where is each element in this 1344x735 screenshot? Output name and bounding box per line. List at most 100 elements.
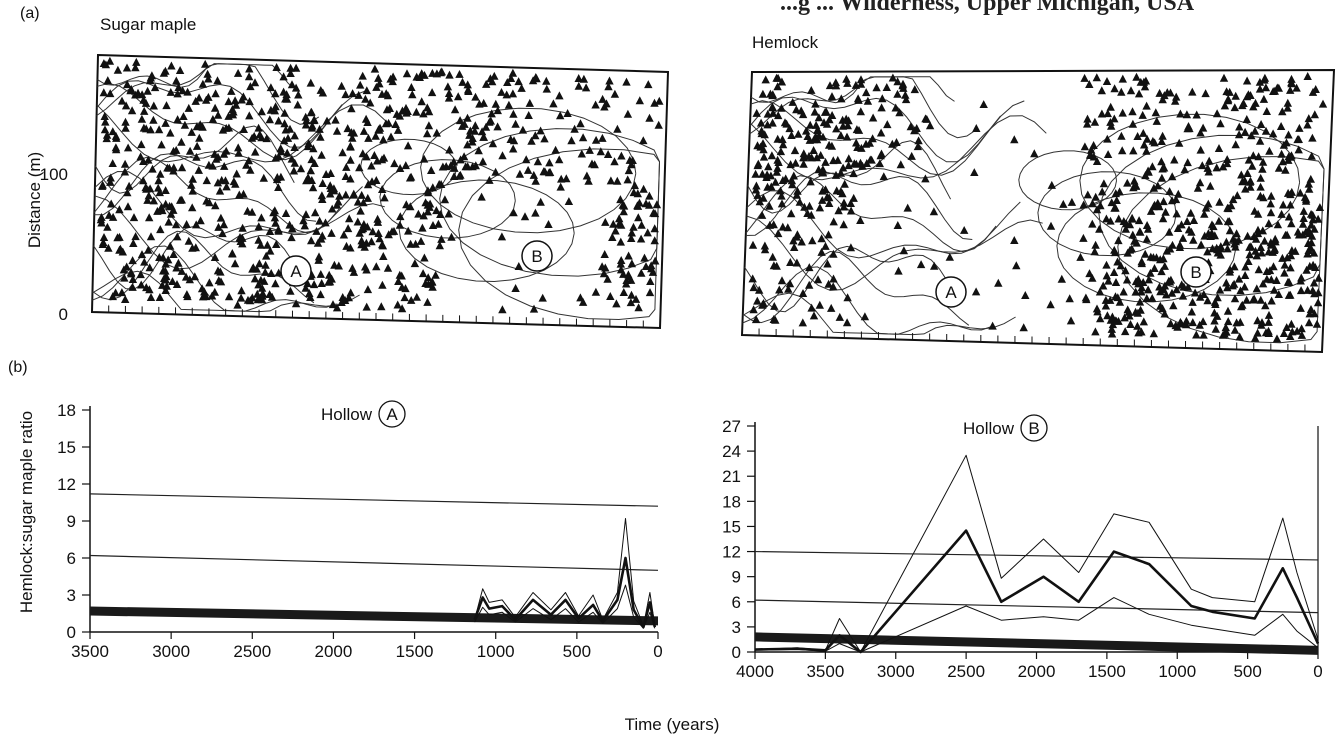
tree-marker	[233, 300, 242, 309]
tree-marker	[1223, 155, 1232, 163]
tree-marker	[322, 116, 332, 125]
tree-marker	[1258, 279, 1268, 288]
tree-marker	[1021, 291, 1030, 299]
tree-marker	[629, 222, 638, 231]
tree-marker	[1256, 120, 1266, 128]
tree-marker	[188, 174, 197, 183]
contour-line	[1098, 134, 1325, 297]
tree-marker	[1141, 171, 1150, 180]
tree-marker	[141, 98, 151, 107]
tree-marker	[121, 117, 130, 126]
tree-marker	[137, 280, 146, 289]
tree-marker	[137, 250, 147, 259]
tree-marker	[596, 147, 605, 156]
tree-marker	[455, 116, 465, 125]
tree-marker	[100, 112, 109, 120]
tree-marker	[395, 111, 404, 120]
tree-marker	[865, 138, 874, 147]
tree-marker	[774, 111, 783, 120]
tree-marker	[1057, 274, 1066, 283]
tree-marker	[458, 77, 467, 86]
tree-marker	[1285, 278, 1294, 286]
tree-marker	[817, 234, 826, 243]
tree-marker	[120, 167, 130, 176]
tree-marker	[856, 79, 866, 88]
hollow-b-series-main	[754, 529, 1320, 654]
tree-marker	[348, 89, 357, 98]
tree-marker	[988, 321, 997, 330]
tree-marker	[1198, 317, 1208, 326]
tree-marker	[1274, 290, 1283, 298]
tree-marker	[1251, 234, 1261, 243]
tree-marker	[267, 292, 277, 301]
tree-marker	[435, 241, 444, 250]
tree-marker	[1176, 317, 1185, 326]
tree-marker	[229, 177, 239, 186]
hollow-b-y-tick-label: 27	[722, 417, 741, 436]
tree-marker	[219, 220, 229, 229]
tree-marker	[567, 136, 576, 145]
tree-marker	[1255, 77, 1265, 86]
hemlock-ticks	[758, 328, 1306, 352]
tree-marker	[159, 68, 169, 77]
tree-marker	[1272, 276, 1281, 284]
tree-marker	[487, 109, 496, 118]
tree-marker	[867, 155, 876, 164]
tree-marker	[144, 191, 153, 200]
tree-marker	[803, 209, 812, 217]
tree-marker	[545, 158, 554, 167]
tree-marker	[1142, 234, 1151, 243]
tree-marker	[398, 106, 407, 115]
tree-marker	[493, 122, 502, 131]
hollow-b-y-tick-label: 3	[732, 618, 741, 637]
tree-marker	[754, 159, 763, 168]
tree-marker	[364, 133, 373, 142]
tree-marker	[402, 69, 412, 78]
tree-marker	[301, 112, 310, 121]
tree-marker	[1297, 330, 1307, 339]
tree-marker	[1247, 131, 1256, 140]
tree-marker	[1220, 101, 1230, 110]
tree-marker	[627, 228, 636, 237]
tree-marker	[155, 293, 165, 301]
tree-marker	[362, 152, 371, 161]
tree-marker	[613, 176, 622, 185]
tree-marker	[397, 304, 407, 313]
tree-marker	[615, 214, 624, 223]
tree-marker	[423, 207, 432, 216]
tree-marker	[136, 270, 145, 279]
tree-marker	[146, 73, 155, 82]
tree-marker	[111, 131, 121, 140]
tree-marker	[281, 94, 290, 103]
tree-marker	[1162, 246, 1172, 255]
tree-marker	[331, 115, 340, 124]
tree-marker	[1253, 316, 1262, 325]
tree-marker	[891, 103, 900, 112]
tree-marker	[860, 312, 870, 321]
tree-marker	[630, 181, 639, 190]
tree-marker	[353, 197, 363, 206]
tree-marker	[205, 278, 214, 287]
tree-marker	[99, 88, 108, 97]
tree-marker	[192, 152, 201, 161]
contour-line	[749, 115, 1047, 181]
tree-marker	[362, 302, 371, 311]
tree-marker	[1234, 235, 1243, 244]
sugar-maple-hollow-a: A	[280, 255, 312, 287]
tree-marker	[233, 68, 243, 77]
tree-marker	[213, 266, 223, 275]
hollow-a-y-tick-label: 12	[57, 475, 76, 494]
tree-marker	[1211, 324, 1220, 333]
tree-marker	[1196, 240, 1206, 249]
tree-marker	[777, 191, 786, 200]
tree-marker	[291, 299, 301, 308]
tree-marker	[759, 193, 768, 202]
tree-marker	[1134, 275, 1143, 283]
tree-marker	[104, 243, 113, 252]
tree-marker	[1256, 295, 1265, 304]
tree-marker	[1265, 266, 1275, 275]
tree-marker	[1283, 98, 1292, 107]
tree-marker	[1210, 231, 1219, 240]
tree-marker	[808, 236, 817, 245]
tree-marker	[807, 303, 816, 312]
